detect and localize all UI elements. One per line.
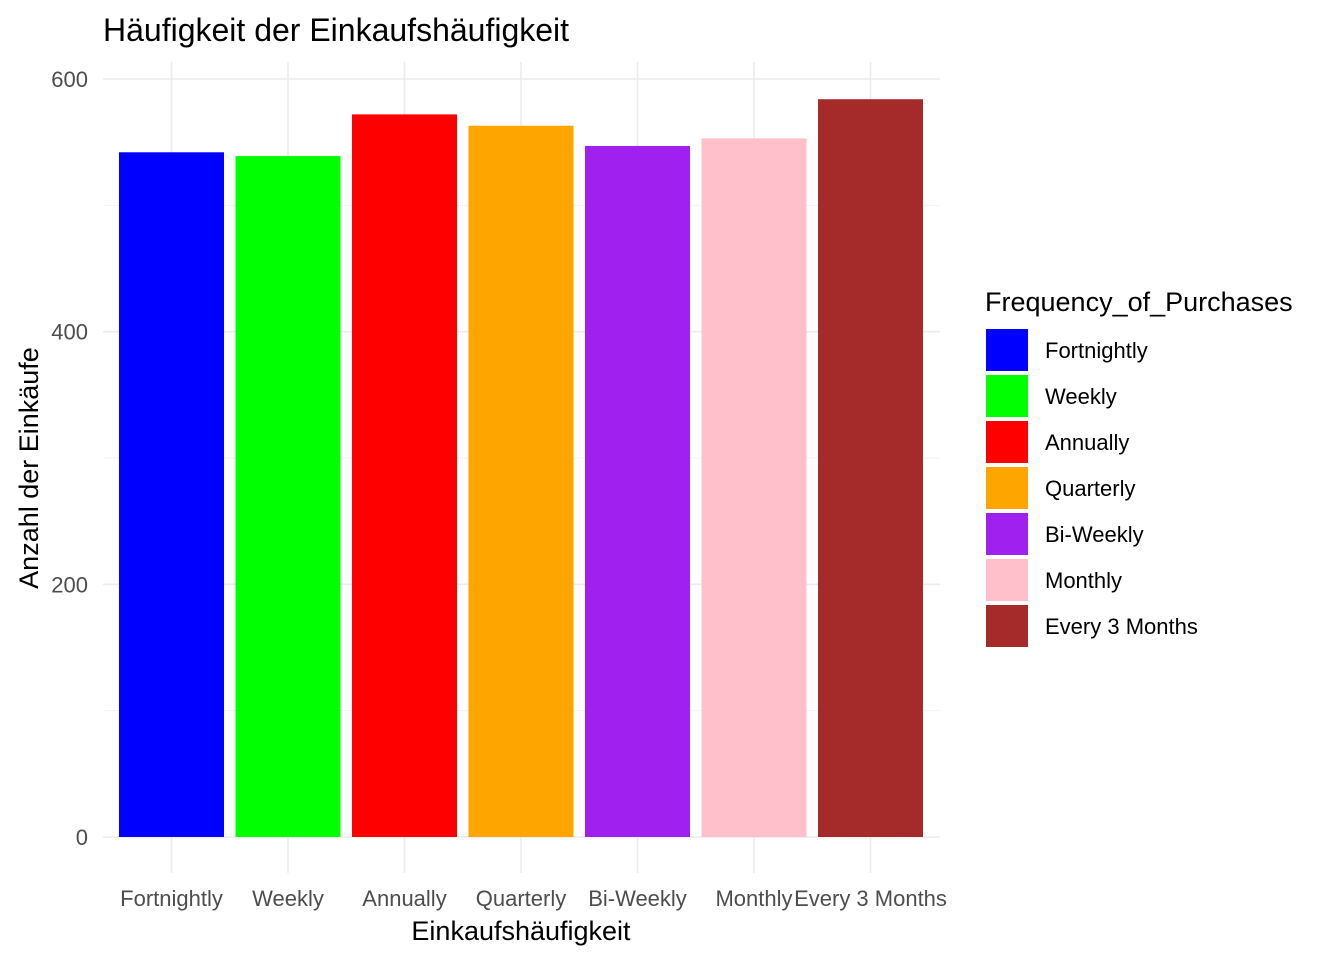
x-tick-label: Quarterly: [476, 886, 566, 911]
bar-every-3-months: [818, 99, 923, 838]
bar-bi-weekly: [585, 145, 690, 837]
legend-label: Fortnightly: [1045, 338, 1148, 363]
legend-swatch: [986, 605, 1028, 647]
x-tick-label: Monthly: [715, 886, 792, 911]
legend-label: Annually: [1045, 430, 1129, 455]
legend-swatch: [986, 467, 1028, 509]
legend-label: Every 3 Months: [1045, 614, 1198, 639]
x-axis-title: Einkaufshäufigkeit: [411, 916, 631, 946]
bar-quarterly: [468, 125, 574, 837]
legend-swatch: [986, 375, 1028, 417]
y-tick-label: 600: [51, 67, 88, 92]
chart-title: Häufigkeit der Einkaufshäufigkeit: [103, 12, 569, 48]
legend-swatch: [986, 329, 1028, 371]
x-tick-label: Fortnightly: [120, 886, 223, 911]
legend-label: Bi-Weekly: [1045, 522, 1144, 547]
bar-fortnightly: [119, 152, 224, 838]
y-tick-label: 200: [51, 572, 88, 597]
x-axis-ticks: Fortnightly Weekly Annually Quarterly Bi-Wee…: [120, 886, 947, 911]
legend: Frequency_of_Purchases Fortnightly Weekly…: [985, 287, 1293, 647]
x-tick-label: Annually: [362, 886, 446, 911]
y-tick-label: 400: [51, 320, 88, 345]
bars: [119, 99, 923, 838]
x-tick-label: Bi-Weekly: [588, 886, 687, 911]
legend-swatch: [986, 421, 1028, 463]
legend-label: Monthly: [1045, 568, 1122, 593]
legend-label: Weekly: [1045, 384, 1117, 409]
legend-swatch: [986, 513, 1028, 555]
bar-weekly: [235, 156, 341, 837]
legend-label: Quarterly: [1045, 476, 1135, 501]
x-tick-label: Weekly: [252, 886, 324, 911]
y-tick-label: 0: [76, 825, 88, 850]
legend-title: Frequency_of_Purchases: [985, 287, 1293, 317]
bar-annually: [352, 114, 457, 837]
x-tick-label: Every 3 Months: [794, 886, 947, 911]
y-axis-title: Anzahl der Einkäufe: [14, 347, 44, 589]
bar-monthly: [701, 138, 807, 838]
legend-swatch: [986, 559, 1028, 601]
y-axis-ticks: 0 200 400 600: [51, 67, 88, 850]
